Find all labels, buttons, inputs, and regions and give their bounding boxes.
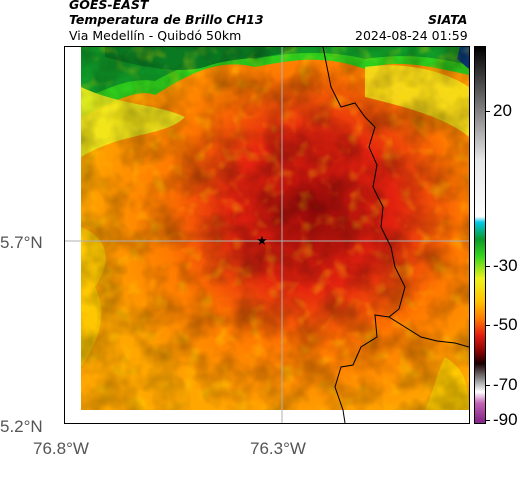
map-canvas: ★ bbox=[65, 47, 469, 423]
lat-label-5-2: 5.2°N bbox=[0, 417, 43, 436]
satellite-name: GOES-EAST bbox=[69, 0, 149, 12]
colorbar bbox=[474, 46, 486, 424]
lon-label-76-8: 76.8°W bbox=[33, 439, 89, 458]
border-line-east bbox=[388, 316, 469, 348]
colorbar-label-minus70: -70 bbox=[493, 375, 518, 394]
star-icon: ★ bbox=[256, 234, 268, 249]
border-line-west bbox=[322, 47, 406, 423]
colorbar-label-minus90: -90 bbox=[493, 410, 518, 429]
lon-label-76-3: 76.3°W bbox=[250, 439, 306, 458]
timestamp: 2024-08-24 01:59 bbox=[355, 28, 468, 43]
lat-label-5-7: 5.7°N bbox=[0, 233, 43, 252]
route-label: Via Medellín - Quibdó 50km bbox=[69, 28, 242, 43]
map-panel[interactable]: ★ bbox=[64, 46, 470, 424]
product-title: Temperatura de Brillo CH13 bbox=[69, 12, 264, 27]
colorbar-label-minus50: -50 bbox=[493, 315, 518, 334]
colorbar-label-20: 20 bbox=[493, 101, 512, 120]
colorbar-label-minus30: -30 bbox=[493, 256, 518, 275]
brightness-field bbox=[81, 47, 469, 410]
org-name: SIATA bbox=[428, 12, 468, 27]
